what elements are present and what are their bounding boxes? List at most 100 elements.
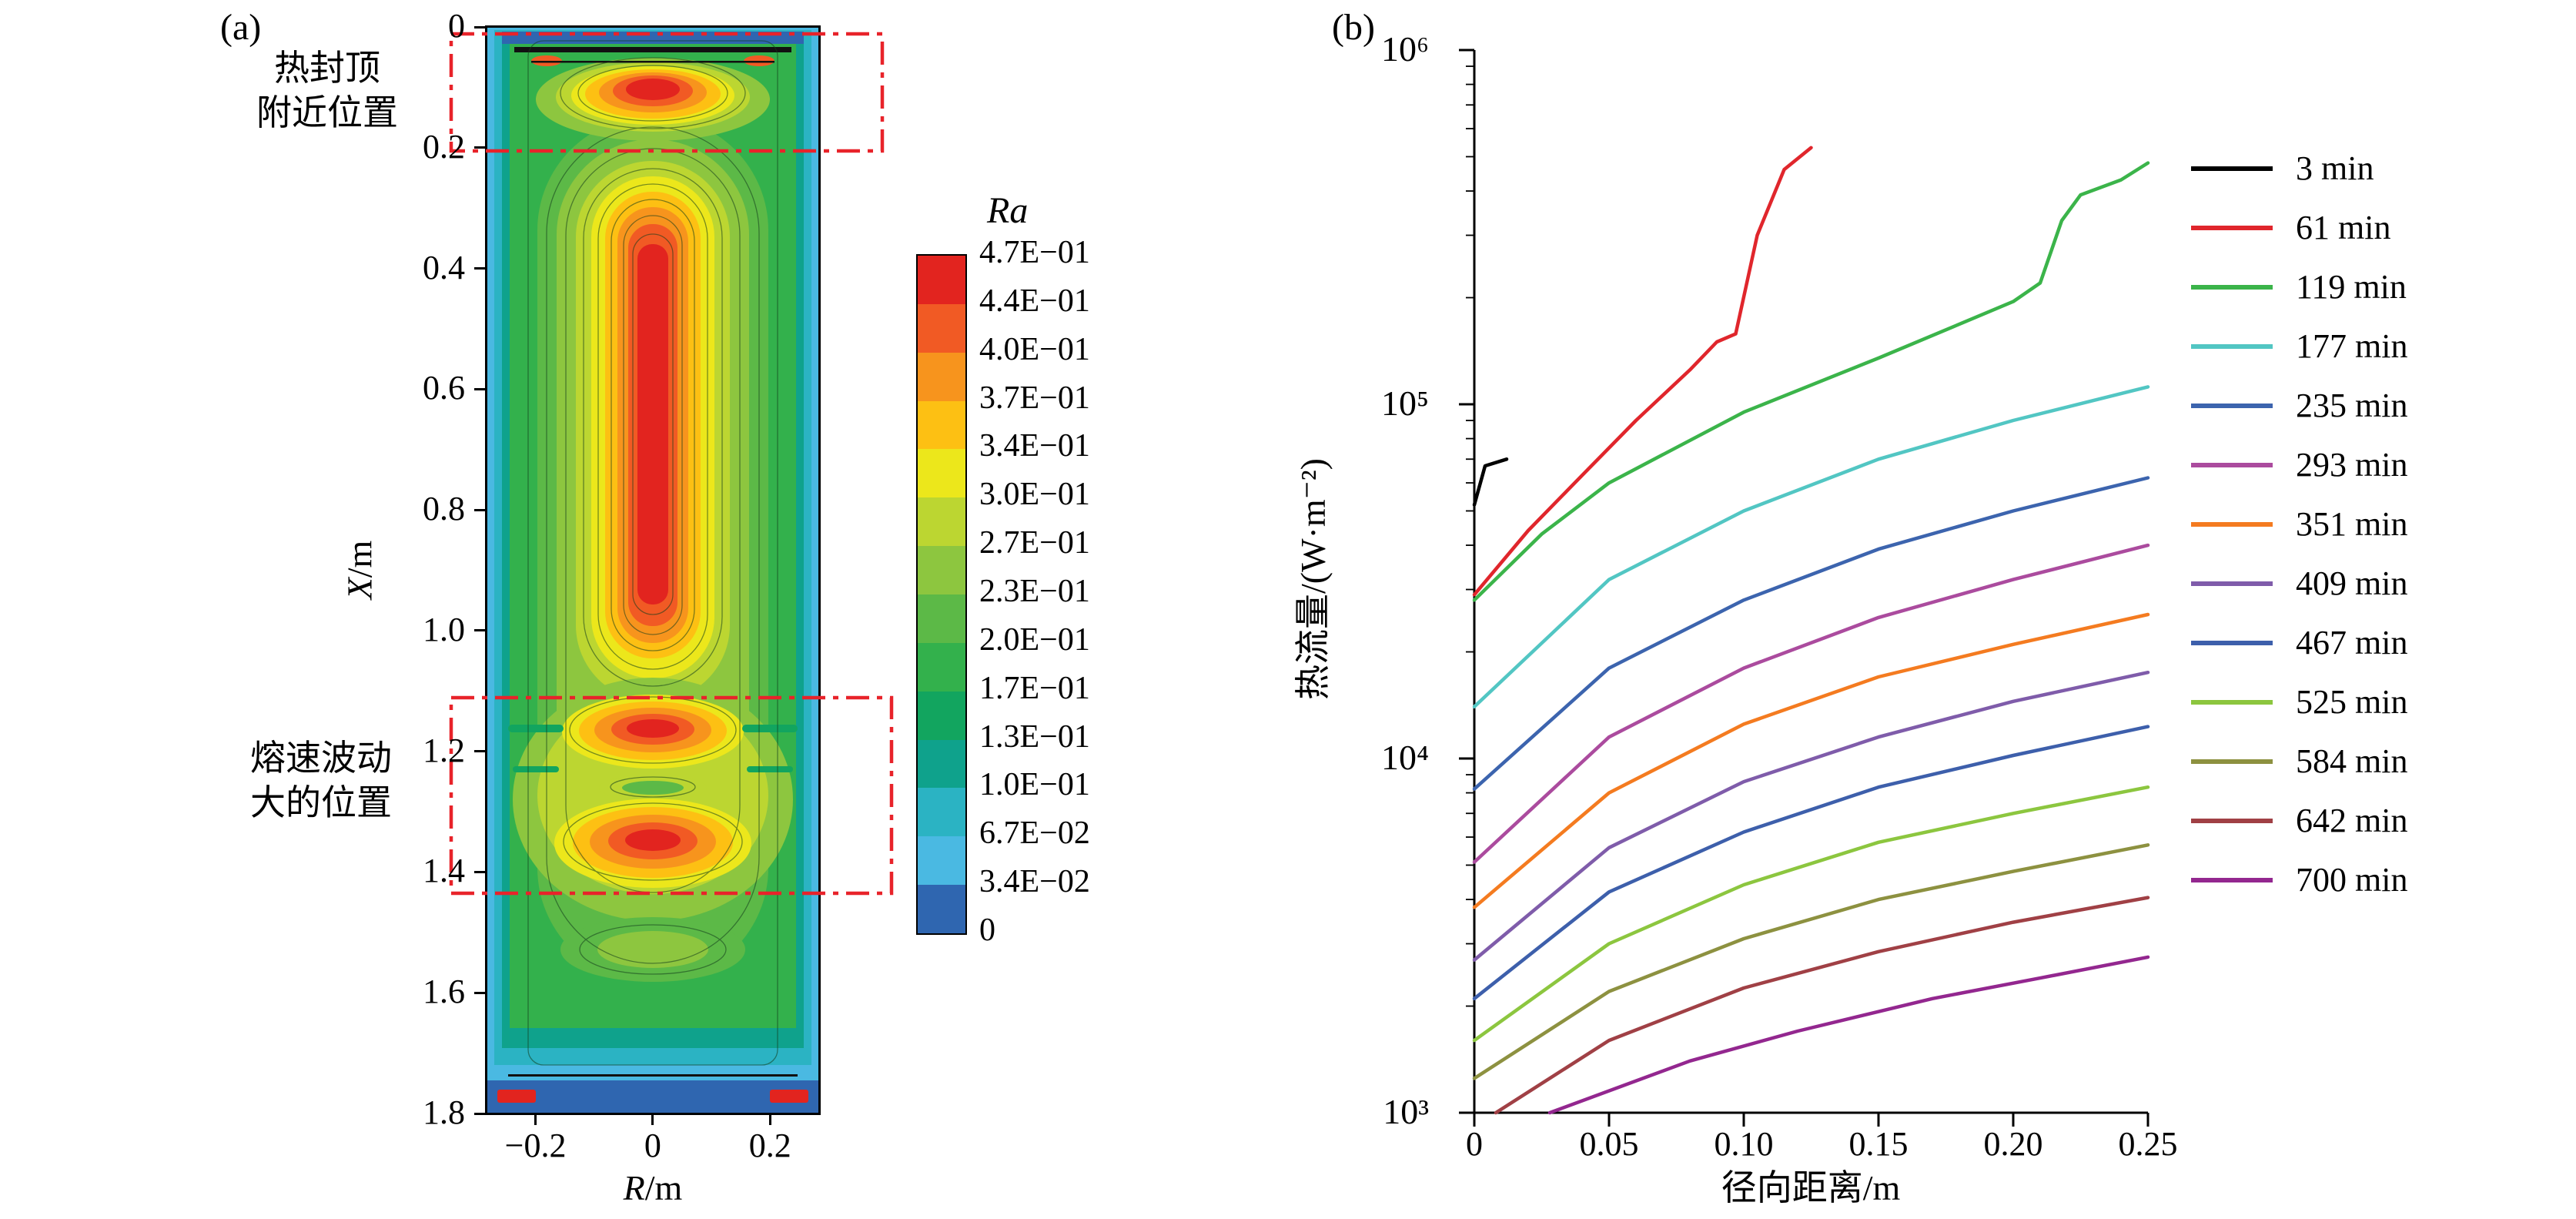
contour-frame [485,25,821,1115]
panel-b-xtick-label: 0.05 [1579,1125,1639,1163]
annotation-melt-fluct-line1: 熔速波动 [250,738,392,778]
legend-item-351-min: 351 min [2191,494,2407,554]
panel-a-ytick-label: 0.6 [423,369,465,407]
series-177-min [1472,385,2150,709]
legend-item-467-min: 467 min [2191,613,2407,672]
colorbar-label: 4.4E−01 [979,283,1090,319]
highlight-box-melt-fluctuation [449,695,894,896]
legend-label: 293 min [2296,446,2408,484]
panel-a-ytick-label: 0 [448,7,465,45]
panel-a-tag: (a) [220,7,262,48]
colorbar-label: 2.3E−01 [979,574,1090,609]
legend-item-700-min: 700 min [2191,850,2407,909]
panel-a-xtick-label: 0 [644,1127,661,1164]
panel-a-ylabel-var: X [340,578,380,600]
panel-a-ylabel-unit: /m [340,540,380,578]
colorbar-label: 1.3E−01 [979,718,1090,755]
panel-a-ytick-label: 1.2 [423,731,465,769]
panel-a-ytick-mark [474,25,485,28]
colorbar-band [918,256,965,304]
contour-isolines [527,40,778,1066]
series-61-min [1472,146,1813,597]
panel-a-ytick-label: 0.2 [423,127,465,166]
panel-a-ytick-mark [474,267,485,270]
colorbar-label: 3.4E−02 [979,864,1090,900]
panel-a-ytick-label: 0.8 [423,490,465,528]
series-700-min [1547,955,2150,1115]
legend-label: 409 min [2296,564,2408,602]
series-409-min [1472,670,2150,962]
legend-line-swatch [2191,699,2273,705]
legend-label: 3 min [2296,149,2374,187]
colorbar-band [918,497,965,547]
series-525-min [1472,785,2150,1043]
legend-item-525-min: 525 min [2191,672,2407,732]
colorbar-band [918,352,965,401]
panel-a-xtick-mark [534,1114,537,1125]
panel-a-ytick-mark [474,146,485,149]
panel-a-xlabel: R/m [624,1167,683,1208]
panel-a-ytick-label: 1.4 [423,852,465,890]
panel-a-xlabel-var: R [623,1168,645,1207]
annotation-melt-fluct-line2: 大的位置 [250,783,392,822]
panel-b-xtick-label: 0.15 [1848,1125,1909,1163]
colorbar-label: 2.0E−01 [979,621,1090,658]
contour-black-lines [508,47,798,1077]
chart-legend: 3 min 61 min 119 min 177 min 235 min 293 min 3… [2191,139,2407,909]
legend-label: 525 min [2296,683,2408,721]
legend-label: 467 min [2296,624,2408,661]
panel-a-ytick-mark [474,991,485,994]
colorbar-label: 1.0E−01 [979,767,1090,803]
legend-item-293-min: 293 min [2191,435,2407,494]
legend-line-swatch [2191,521,2273,527]
series-293-min [1472,543,2150,864]
legend-item-3-min: 3 min [2191,139,2407,198]
legend-line-swatch [2191,403,2273,408]
panel-b-xlabel: 径向距离/m [1721,1168,1901,1207]
panel-a-ytick-mark [474,629,485,632]
legend-label: 584 min [2296,742,2408,780]
legend-line-swatch [2191,284,2273,290]
annotation-seal-top-line2: 附近位置 [256,93,398,132]
panel-b-tag: (b) [1332,7,1375,48]
panel-a-xtick-label: −0.2 [504,1127,567,1164]
legend-line-swatch [2191,818,2273,823]
legend-item-119-min: 119 min [2191,257,2407,316]
colorbar-band [918,788,965,837]
panel-a-xtick-mark [768,1114,771,1125]
series-235-min [1472,476,2150,791]
colorbar-band [918,691,965,740]
legend-line-swatch [2191,759,2273,764]
colorbar-band [918,400,965,450]
series-467-min [1472,725,2150,1001]
panel-a-xtick-mark [651,1114,654,1125]
series-119-min [1472,161,2150,602]
colorbar-label: 4.0E−01 [979,331,1090,367]
series-351-min [1472,612,2150,909]
colorbar-label: 4.7E−01 [979,235,1090,270]
panel-a-ytick-label: 1.6 [423,973,465,1011]
legend-label: 700 min [2296,861,2408,899]
panel-a-ytick-mark [474,1112,485,1115]
panel-b-ytick-label: 10⁵ [1380,383,1429,423]
panel-a-ytick-mark [474,387,485,390]
colorbar-band [918,546,965,595]
colorbar-band [918,739,965,789]
panel-b-ytick-label: 10³ [1383,1092,1429,1131]
series-3-min [1472,457,1509,507]
legend-line-swatch [2191,581,2273,586]
legend-label: 119 min [2296,268,2407,306]
panel-a-xlabel-unit: /m [644,1168,683,1207]
legend-line-swatch [2191,640,2273,645]
panel-b-xtick-label: 0.10 [1714,1125,1774,1163]
series-584-min [1472,843,2150,1080]
colorbar-band [918,642,965,692]
highlight-boxes [449,32,894,896]
panel-a-ytick-label: 0.4 [423,248,465,286]
colorbar-label: 0 [979,913,995,948]
panel-a-ytick-label: 1.0 [423,610,465,648]
line-chart [1459,49,2150,1127]
legend-item-61-min: 61 min [2191,198,2407,257]
panel-b-xtick-label: 0 [1466,1125,1483,1163]
panel-a-ytick-mark [474,508,485,511]
